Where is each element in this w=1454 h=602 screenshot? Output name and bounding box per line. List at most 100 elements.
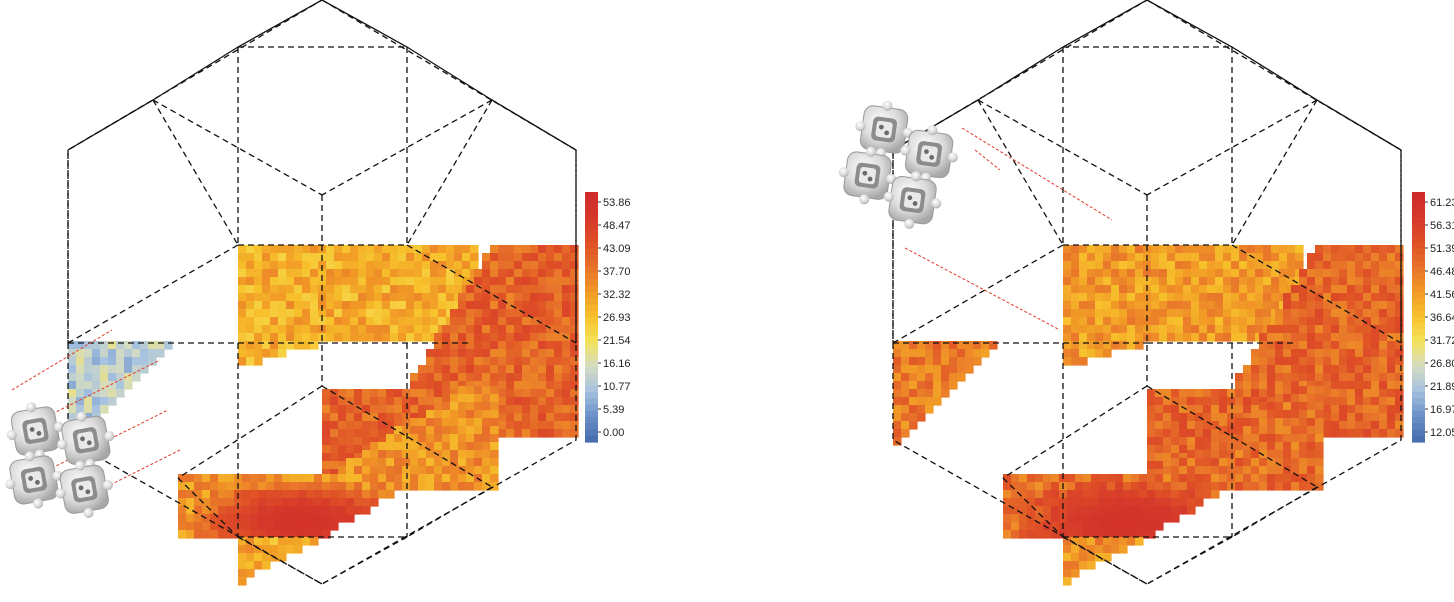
heatmap-cell bbox=[1223, 253, 1232, 262]
heatmap-cell bbox=[1095, 317, 1104, 326]
heatmap-cell bbox=[194, 530, 203, 539]
heatmap-cell bbox=[462, 269, 471, 278]
heatmap-cell bbox=[1003, 490, 1012, 499]
heatmap-cell bbox=[1247, 261, 1256, 270]
heatmap-cell bbox=[893, 381, 902, 390]
heatmap-cell bbox=[1307, 458, 1316, 467]
heatmap-cell bbox=[1035, 522, 1044, 531]
heatmap-cell bbox=[1159, 293, 1168, 302]
heatmap-cell bbox=[250, 482, 259, 491]
heatmap-cell bbox=[1395, 317, 1404, 326]
heatmap-cell bbox=[538, 293, 547, 302]
heatmap-cell bbox=[546, 429, 555, 438]
colorbar-tick-label: 16.16 bbox=[603, 358, 631, 370]
heatmap-cell bbox=[925, 373, 934, 382]
heatmap-cell bbox=[530, 421, 539, 430]
heatmap-cell bbox=[1203, 437, 1212, 446]
heatmap-cell bbox=[1275, 402, 1284, 411]
heatmap-cell bbox=[1183, 253, 1192, 262]
heatmap-cell bbox=[242, 530, 251, 539]
heatmap-cell bbox=[1143, 317, 1152, 326]
heatmap-cell bbox=[1187, 405, 1196, 414]
heatmap-cell bbox=[1191, 269, 1200, 278]
heatmap-cell bbox=[554, 269, 563, 278]
dashed-edge bbox=[1231, 244, 1402, 344]
heatmap-cell bbox=[1079, 253, 1088, 262]
heatmap-cell bbox=[522, 293, 531, 302]
heatmap-cell bbox=[346, 405, 355, 414]
heatmap-cell bbox=[546, 317, 555, 326]
heatmap-cell bbox=[450, 381, 459, 390]
heatmap-cell bbox=[1315, 349, 1324, 358]
heatmap-cell bbox=[1043, 474, 1052, 483]
heatmap-cell bbox=[1339, 285, 1348, 294]
heatmap-cell bbox=[1155, 490, 1164, 499]
heatmap-cell bbox=[390, 325, 399, 334]
heatmap-cell bbox=[358, 245, 367, 254]
heatmap-cell bbox=[514, 421, 523, 430]
heatmap-cell bbox=[1163, 482, 1172, 491]
heatmap-cell bbox=[238, 357, 247, 366]
heatmap-cell bbox=[562, 357, 571, 366]
heatmap-cell bbox=[1255, 293, 1264, 302]
heatmap-cell bbox=[100, 389, 109, 398]
heatmap-cell bbox=[406, 333, 415, 342]
heatmap-cell bbox=[262, 325, 271, 334]
heatmap-cell bbox=[1003, 482, 1012, 491]
heatmap-cell bbox=[302, 317, 311, 326]
lattice-unit bbox=[1, 396, 70, 465]
heatmap-cell bbox=[290, 506, 299, 515]
heatmap-cell bbox=[1259, 450, 1268, 459]
heatmap-cell bbox=[1035, 514, 1044, 523]
heatmap-cell bbox=[546, 309, 555, 318]
heatmap-cell bbox=[1395, 301, 1404, 310]
heatmap-cell bbox=[254, 261, 263, 270]
heatmap-cell bbox=[570, 389, 579, 398]
heatmap-cell bbox=[1151, 333, 1160, 342]
heatmap-cell bbox=[546, 373, 555, 382]
heatmap-cell bbox=[1207, 261, 1216, 270]
heatmap-cell bbox=[1339, 309, 1348, 318]
heatmap-cell bbox=[1003, 474, 1012, 483]
heatmap-cell bbox=[1315, 277, 1324, 286]
heatmap-cell bbox=[949, 341, 958, 350]
heatmap-cell bbox=[238, 253, 247, 262]
heatmap-cell bbox=[238, 349, 247, 358]
heatmap-cell bbox=[442, 333, 451, 342]
colorbar-segment bbox=[1412, 273, 1425, 281]
heatmap-cell bbox=[474, 373, 483, 382]
heatmap-cell bbox=[270, 253, 279, 262]
heatmap-cell bbox=[546, 405, 555, 414]
heatmap-cell bbox=[530, 309, 539, 318]
heatmap-cell bbox=[482, 333, 491, 342]
heatmap-cell bbox=[334, 253, 343, 262]
heatmap-cell bbox=[1099, 498, 1108, 507]
heatmap-cell bbox=[442, 365, 451, 374]
heatmap-cell bbox=[306, 498, 315, 507]
heatmap-cell bbox=[1219, 474, 1228, 483]
heatmap-cell bbox=[270, 341, 279, 350]
heatmap-cell bbox=[909, 349, 918, 358]
heatmap-cell bbox=[546, 245, 555, 254]
heatmap-cell bbox=[1075, 474, 1084, 483]
heatmap-cell bbox=[314, 522, 323, 531]
heatmap-cell bbox=[426, 442, 435, 451]
heatmap-cell bbox=[350, 253, 359, 262]
heatmap-cell bbox=[1103, 293, 1112, 302]
heatmap-cell bbox=[1227, 474, 1236, 483]
heatmap-cell bbox=[538, 317, 547, 326]
heatmap-cell bbox=[410, 413, 419, 422]
colorbar-tick-label: 51.39 bbox=[1430, 243, 1454, 255]
heatmap-cell bbox=[1267, 426, 1276, 435]
heatmap-cell bbox=[442, 325, 451, 334]
heatmap-cell bbox=[286, 269, 295, 278]
heatmap-cell bbox=[490, 269, 499, 278]
heatmap-cell bbox=[1215, 277, 1224, 286]
heatmap-cell bbox=[1123, 474, 1132, 483]
heatmap-cell bbox=[1195, 474, 1204, 483]
heatmap-cell bbox=[262, 277, 271, 286]
heatmap-cell bbox=[426, 426, 435, 435]
heatmap-cell bbox=[1051, 522, 1060, 531]
heatmap-cell bbox=[1223, 261, 1232, 270]
heatmap-cell bbox=[506, 341, 515, 350]
